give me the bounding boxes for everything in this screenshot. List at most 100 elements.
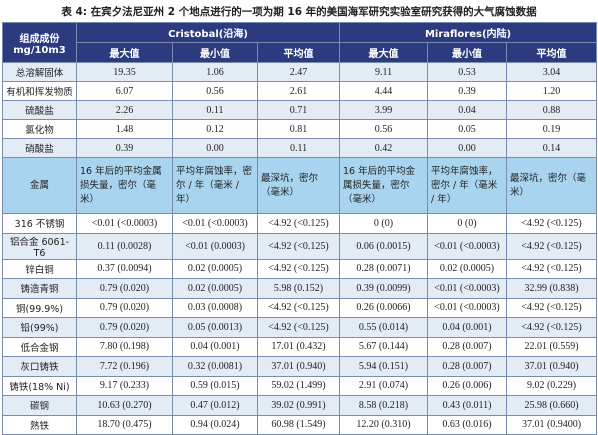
metal-row: 316 不锈钢 <0.01 (<0.0003) <0.01 (<0.0003) <4.… <box>2 213 598 234</box>
value-cell: 0.55 (0.014) <box>339 317 429 338</box>
value-cell: <4.92 (<0.125) <box>506 317 598 338</box>
value-cell: 0.26 (0.006) <box>427 375 508 396</box>
value-cell: 1.06 <box>172 62 258 82</box>
value-cell: <0.01 (<0.0003) <box>427 278 508 299</box>
component-name: 有机和挥发物质 <box>2 81 77 101</box>
value-cell: 59.02 (1.499) <box>256 375 341 396</box>
stat-header: 最大值 <box>76 42 173 63</box>
value-cell: 0.43 (0.011) <box>427 395 508 416</box>
header-row: 组成成份 mg/10m3 Cristobal(沿海) Miraflores(内陆) <box>2 22 598 63</box>
value-cell: <4.92 (<0.125) <box>256 232 341 260</box>
metal-row: 铜(99.9%) 0.79 (0.020) 0.03 (0.0008) <4.92 (… <box>2 297 598 318</box>
component-row: 氯化物 1.48 0.12 0.81 0.56 0.05 0.19 <box>2 119 598 139</box>
value-cell: 19.35 <box>76 62 173 82</box>
value-cell: 0.42 <box>339 138 429 158</box>
metal-name: 铜(99.9%) <box>2 297 77 318</box>
metal-header: 最深坑，密尔（毫米） <box>506 157 598 214</box>
value-cell: 0.11 <box>172 100 258 120</box>
metal-name: 铝合金 6061-T6 <box>2 232 77 260</box>
value-cell: 37.01 (0.940) <box>256 356 341 377</box>
metal-header: 平均年腐蚀率，密尔 / 年（毫米 / 年） <box>172 157 258 214</box>
header-label-cell: 组成成份 mg/10m3 <box>2 22 77 63</box>
stat-header: 平均值 <box>256 42 341 63</box>
value-cell: 0.39 (0.0099) <box>339 278 429 299</box>
value-cell: 0.79 (0.020) <box>76 317 173 338</box>
value-cell: 2.47 <box>256 62 341 82</box>
metal-name: 铅(99%) <box>2 317 77 338</box>
metal-row: 锌白铜 0.37 (0.0094) 0.02 (0.0005) <4.92 (<0.1… <box>2 258 598 279</box>
value-cell: 0.02 (0.0005) <box>172 258 258 279</box>
value-cell: 0.02 (0.0005) <box>172 278 258 299</box>
value-cell: 0.39 <box>427 81 508 101</box>
value-cell: 1.20 <box>506 81 598 101</box>
value-cell: <0.01 (<0.0003) <box>427 297 508 318</box>
data-table: 组成成份 mg/10m3 Cristobal(沿海) Miraflores(内陆) 最大… <box>2 22 598 435</box>
value-cell: 0.04 <box>427 100 508 120</box>
value-cell: 0.32 (0.0081) <box>172 356 258 377</box>
value-cell: 0.02 (0.0005) <box>427 258 508 279</box>
value-cell: <0.01 (<0.0003) <box>427 232 508 260</box>
value-cell: 0.28 (0.0071) <box>339 258 429 279</box>
value-cell: 4.44 <box>339 81 429 101</box>
value-cell: 5.94 (0.151) <box>339 356 429 377</box>
value-cell: 9.02 (0.229) <box>506 375 598 396</box>
value-cell: 0.14 <box>506 138 598 158</box>
value-cell: 0.59 (0.015) <box>172 375 258 396</box>
value-cell: 17.01 (0.432) <box>256 336 341 357</box>
value-cell: 0.81 <box>256 119 341 139</box>
value-cell: 2.61 <box>256 81 341 101</box>
metal-header: 16 年后的平均金属损失量，密尔（毫米） <box>76 157 173 214</box>
value-cell: 0.88 <box>506 100 598 120</box>
value-cell: 0.47 (0.012) <box>172 395 258 416</box>
metal-name: 低合金钢 <box>2 336 77 357</box>
value-cell: <0.01 (<0.0003) <box>76 213 173 234</box>
value-cell: 9.17 (0.233) <box>76 375 173 396</box>
value-cell: 39.02 (0.991) <box>256 395 341 416</box>
metal-row: 铝合金 6061-T6 0.11 (0.0028) <0.01 (0.0003) <4… <box>2 232 598 260</box>
value-cell: 5.98 (0.152) <box>256 278 341 299</box>
value-cell: 0.04 (0.001) <box>427 317 508 338</box>
value-cell: 37.01 (0.940) <box>506 356 598 377</box>
value-cell: 2.91 (0.074) <box>339 375 429 396</box>
value-cell: 0 (0) <box>339 213 429 234</box>
value-cell: 6.07 <box>76 81 173 101</box>
value-cell: 7.80 (0.198) <box>76 336 173 357</box>
stat-header: 最小值 <box>427 42 508 63</box>
value-cell: 0.06 (0.0015) <box>339 232 429 260</box>
value-cell: 0.05 <box>427 119 508 139</box>
value-cell: 0.79 (0.020) <box>76 278 173 299</box>
value-cell: 10.63 (0.270) <box>76 395 173 416</box>
value-cell: 7.72 (0.196) <box>76 356 173 377</box>
value-cell: 3.04 <box>506 62 598 82</box>
metal-row: 碳钢 10.63 (0.270) 0.47 (0.012) 39.02 (0.991)… <box>2 395 598 416</box>
metal-row: 铸造青铜 0.79 (0.020) 0.02 (0.0005) 5.98 (0.152… <box>2 278 598 299</box>
value-cell: 0.04 (0.001) <box>172 336 258 357</box>
site-header: Miraflores(内陆) <box>339 22 598 43</box>
value-cell: <4.92 (<0.125) <box>256 258 341 279</box>
value-cell: <4.92 (<0.125) <box>506 258 598 279</box>
header-label: mg/10m3 <box>13 44 66 56</box>
metal-name: 灰口铸铁 <box>2 356 77 377</box>
metal-name: 锌白铜 <box>2 258 77 279</box>
value-cell: 9.11 <box>339 62 429 82</box>
value-cell: 0.00 <box>172 138 258 158</box>
component-row: 总溶解固体 19.35 1.06 2.47 9.11 0.53 3.04 <box>2 62 598 82</box>
header-label: 组成成份 <box>19 33 60 45</box>
metal-row: 铸铁(18% Ni) 9.17 (0.233) 0.59 (0.015) 59.02 … <box>2 375 598 396</box>
component-row: 硫酸盐 2.26 0.11 0.71 3.99 0.04 0.88 <box>2 100 598 120</box>
value-cell: 0.11 (0.0028) <box>76 232 173 260</box>
metal-name: 铸造青铜 <box>2 278 77 299</box>
value-cell: <4.92 (<0.125) <box>506 232 598 260</box>
value-cell: 0.37 (0.0094) <box>76 258 173 279</box>
metal-row: 灰口铸铁 7.72 (0.196) 0.32 (0.0081) 37.01 (0.94… <box>2 356 598 377</box>
value-cell: 32.99 (0.838) <box>506 278 598 299</box>
value-cell: 0.71 <box>256 100 341 120</box>
value-cell: 0.53 <box>427 62 508 82</box>
metal-header: 金属 <box>2 157 77 214</box>
value-cell: 25.98 (0.660) <box>506 395 598 416</box>
value-cell: <4.92 (<0.125) <box>256 213 341 234</box>
metal-name: 316 不锈钢 <box>2 213 77 234</box>
metal-row: 铅(99%) 0.79 (0.020) 0.05 (0.0013) <4.92 (<0… <box>2 317 598 338</box>
value-cell: 5.67 (0.144) <box>339 336 429 357</box>
stat-header: 最大值 <box>339 42 429 63</box>
